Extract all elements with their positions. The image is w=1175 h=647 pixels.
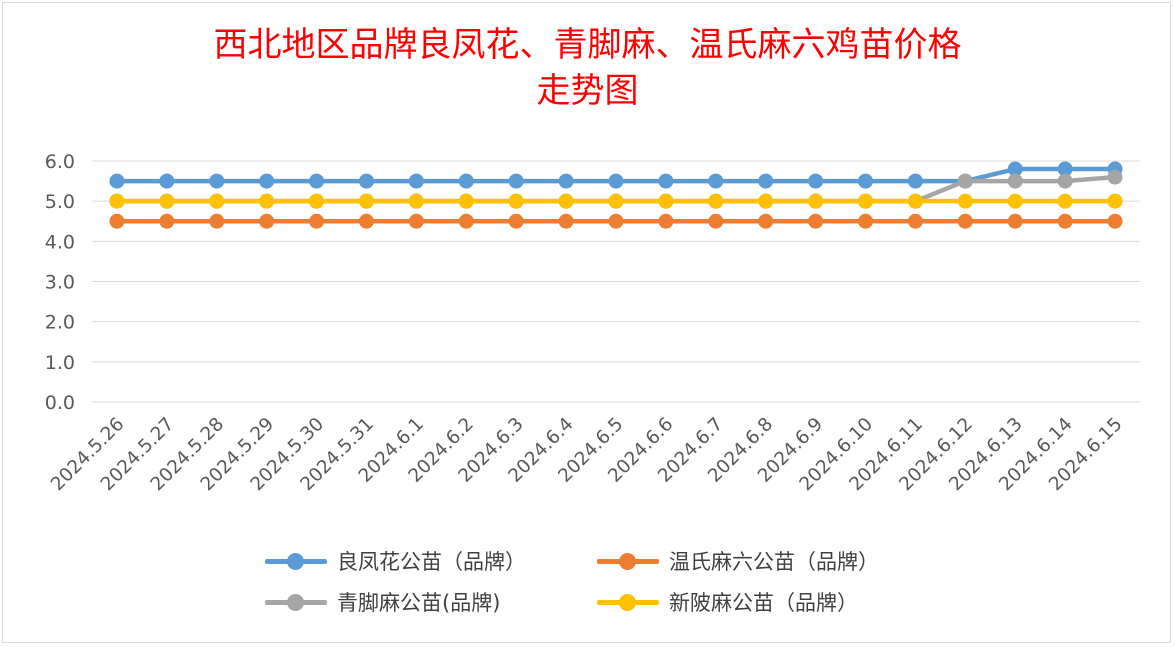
legend-item-xinpo: 新陂麻公苗（品牌） (597, 587, 858, 617)
data-point-3 (1007, 193, 1023, 209)
data-point-1 (658, 213, 674, 229)
y-tick-label: 6.0 (45, 151, 75, 173)
data-point-1 (309, 213, 325, 229)
data-point-3 (1057, 193, 1073, 209)
data-point-0 (608, 173, 624, 189)
data-point-3 (159, 193, 175, 209)
data-point-1 (957, 213, 973, 229)
data-point-3 (608, 193, 624, 209)
data-point-3 (458, 193, 474, 209)
data-point-3 (758, 193, 774, 209)
y-tick-label: 0.0 (45, 392, 75, 414)
data-point-3 (259, 193, 275, 209)
data-point-3 (658, 193, 674, 209)
data-point-1 (408, 213, 424, 229)
data-point-0 (458, 173, 474, 189)
data-point-3 (957, 193, 973, 209)
data-point-1 (209, 213, 225, 229)
data-point-0 (358, 173, 374, 189)
data-point-1 (758, 213, 774, 229)
data-point-0 (758, 173, 774, 189)
legend-label-qingjiaoma: 青脚麻公苗(品牌) (337, 591, 501, 615)
legend-label-liangfenghua: 良凤花公苗（品牌） (337, 550, 526, 574)
data-point-0 (309, 173, 325, 189)
data-point-3 (1107, 193, 1123, 209)
legend-dot (287, 594, 304, 611)
data-point-2 (1057, 173, 1073, 189)
data-point-0 (109, 173, 125, 189)
data-point-0 (558, 173, 574, 189)
data-point-0 (259, 173, 275, 189)
data-point-1 (508, 213, 524, 229)
legend-dot (619, 553, 636, 570)
data-point-1 (358, 213, 374, 229)
data-point-3 (558, 193, 574, 209)
data-point-1 (159, 213, 175, 229)
data-point-1 (109, 213, 125, 229)
data-point-1 (1057, 213, 1073, 229)
y-tick-label: 5.0 (45, 191, 75, 213)
data-point-2 (1107, 169, 1123, 185)
legend-swatch-xinpo (597, 587, 659, 617)
data-point-3 (907, 193, 923, 209)
data-point-2 (1007, 173, 1023, 189)
data-point-1 (858, 213, 874, 229)
data-point-0 (159, 173, 175, 189)
data-point-1 (259, 213, 275, 229)
legend-swatch-liangfenghua (265, 546, 327, 576)
legend-item-qingjiaoma: 青脚麻公苗(品牌) (265, 587, 500, 617)
data-point-0 (209, 173, 225, 189)
chart-legend: 良凤花公苗（品牌） 温氏麻六公苗（品牌） 青脚麻公苗(品牌) 新陂麻公苗（品牌） (0, 538, 1175, 628)
data-point-1 (558, 213, 574, 229)
data-point-3 (508, 193, 524, 209)
data-point-0 (708, 173, 724, 189)
legend-label-xinpo: 新陂麻公苗（品牌） (669, 591, 858, 615)
data-point-0 (658, 173, 674, 189)
y-tick-label: 3.0 (45, 272, 75, 294)
legend-label-wenshi: 温氏麻六公苗（品牌） (669, 550, 879, 574)
data-point-1 (1007, 213, 1023, 229)
data-point-1 (458, 213, 474, 229)
data-point-3 (309, 193, 325, 209)
data-point-1 (1107, 213, 1123, 229)
data-point-0 (508, 173, 524, 189)
data-point-2 (957, 173, 973, 189)
data-point-1 (608, 213, 624, 229)
y-tick-label: 2.0 (45, 312, 75, 334)
data-point-0 (808, 173, 824, 189)
legend-item-wenshi: 温氏麻六公苗（品牌） (597, 546, 879, 576)
data-point-3 (858, 193, 874, 209)
legend-dot (287, 553, 304, 570)
data-point-3 (408, 193, 424, 209)
legend-swatch-wenshi (597, 546, 659, 576)
data-point-0 (408, 173, 424, 189)
data-point-0 (858, 173, 874, 189)
chart-title-line-1: 西北地区品牌良凤花、青脚麻、温氏麻六鸡苗价格 (213, 25, 962, 65)
y-tick-label: 4.0 (45, 231, 75, 253)
data-point-0 (1007, 161, 1023, 177)
data-point-0 (1057, 161, 1073, 177)
data-point-0 (907, 173, 923, 189)
data-point-3 (708, 193, 724, 209)
data-point-3 (209, 193, 225, 209)
legend-dot (619, 594, 636, 611)
data-point-3 (358, 193, 374, 209)
data-point-1 (808, 213, 824, 229)
legend-item-liangfenghua: 良凤花公苗（品牌） (265, 546, 526, 576)
data-point-3 (808, 193, 824, 209)
chart-title: 西北地区品牌良凤花、青脚麻、温氏麻六鸡苗价格 走势图 (0, 22, 1175, 114)
data-point-3 (109, 193, 125, 209)
y-tick-label: 1.0 (45, 352, 75, 374)
chart-title-line-2: 走势图 (536, 71, 639, 111)
data-point-1 (708, 213, 724, 229)
legend-swatch-qingjiaoma (265, 587, 327, 617)
data-point-1 (907, 213, 923, 229)
